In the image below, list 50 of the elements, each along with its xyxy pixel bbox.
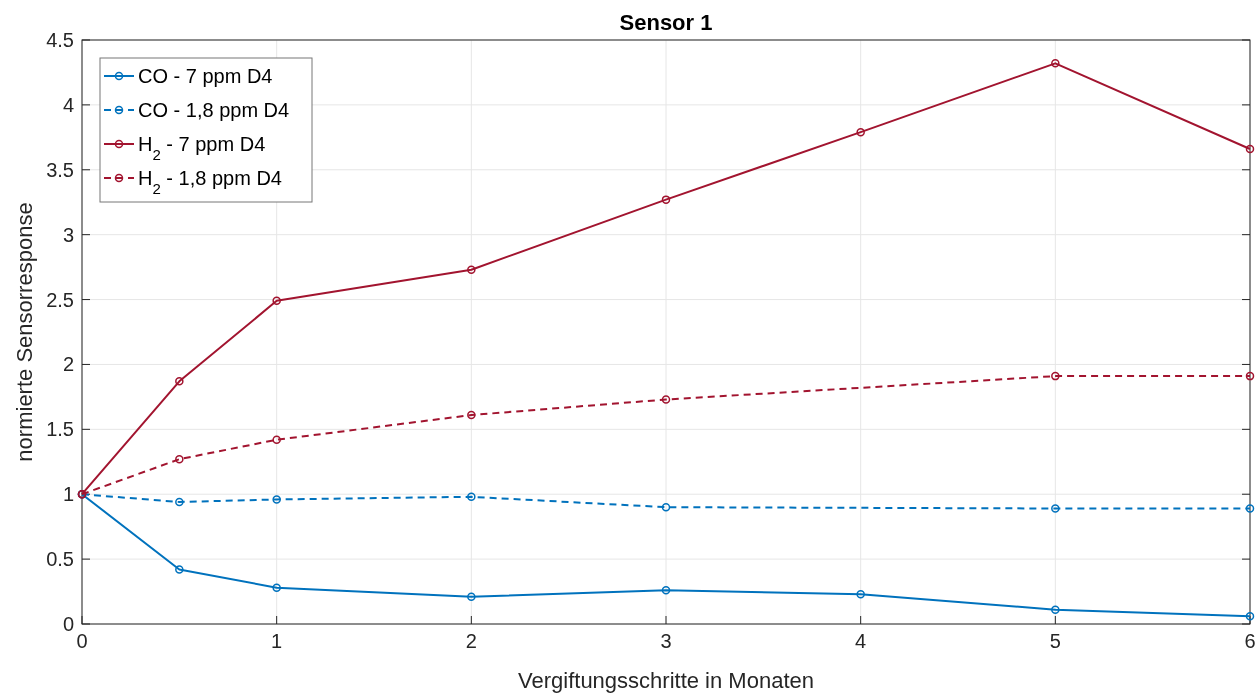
- legend-label: H$_{2}$ - 1,8 ppm D4: [138, 167, 282, 197]
- point: [1051, 371, 1060, 381]
- point: [661, 586, 671, 595]
- y-tick-label: 2.5: [46, 288, 74, 311]
- legend-label: CO - 1,8 ppm D4: [138, 99, 290, 121]
- point: [272, 435, 281, 444]
- x-axis-title: Vergiftungsschritte in Monaten: [518, 668, 814, 693]
- x-tick-label: 4: [855, 630, 867, 652]
- point: [1051, 59, 1060, 68]
- point: [1245, 504, 1255, 513]
- x-tick-label: 5: [1049, 630, 1061, 652]
- x-tick-label: 6: [1244, 630, 1256, 652]
- y-tick-label: 3: [62, 223, 74, 246]
- point: [272, 495, 281, 504]
- point: [467, 592, 476, 601]
- y-tick-label: 3.5: [46, 158, 74, 181]
- y-tick-label: 2: [62, 353, 74, 376]
- x-tick-label: 0: [76, 630, 88, 652]
- point: [272, 583, 281, 592]
- x-tick-label: 1: [271, 630, 283, 652]
- point: [175, 377, 184, 386]
- legend-label: H$_{2}$ - 7 ppm D4: [138, 133, 266, 163]
- y-tick-label: 1: [62, 483, 74, 506]
- y-tick-label: 0.5: [46, 548, 74, 571]
- chart-title: Sensor 1: [619, 10, 713, 35]
- point: [856, 127, 865, 137]
- point: [175, 565, 184, 574]
- point: [467, 410, 476, 420]
- point: [661, 502, 671, 512]
- legend-label: CO - 7 ppm D4: [138, 65, 273, 87]
- point: [661, 395, 671, 404]
- point: [856, 589, 865, 599]
- point: [1245, 611, 1255, 621]
- y-axis-title: normierte Sensorresponse: [12, 202, 37, 462]
- point: [175, 497, 184, 507]
- point: [467, 265, 476, 274]
- y-tick-label: 0: [62, 613, 74, 635]
- x-tick-label: 3: [660, 630, 672, 652]
- point: [1245, 144, 1255, 154]
- y-tick-label: 4: [62, 93, 74, 116]
- y-tick-label: 1.5: [46, 418, 74, 441]
- point: [1051, 605, 1060, 614]
- point: [1245, 371, 1255, 381]
- point: [175, 454, 184, 464]
- y-tick-label: 4.5: [46, 29, 74, 51]
- point: [467, 492, 476, 502]
- point: [1051, 504, 1060, 513]
- point: [272, 296, 281, 306]
- x-tick-label: 2: [465, 630, 477, 652]
- point: [661, 195, 671, 204]
